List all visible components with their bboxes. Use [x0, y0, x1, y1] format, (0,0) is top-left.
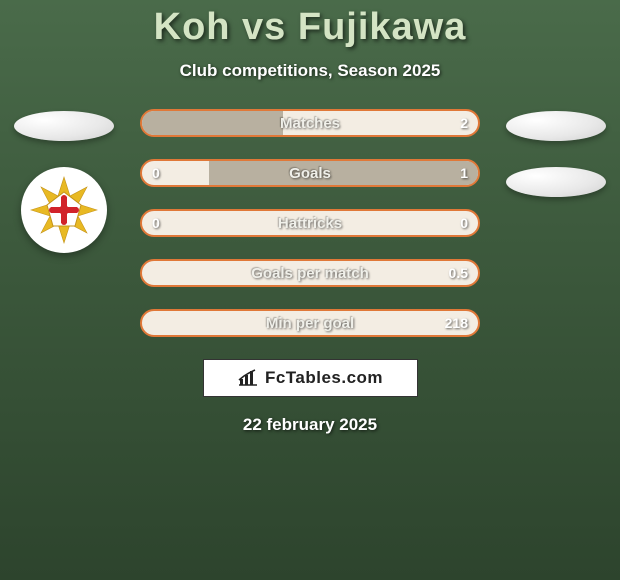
right-side-column	[500, 111, 612, 197]
snapshot-date: 22 february 2025	[0, 415, 620, 435]
bar-label: Hattricks	[142, 211, 478, 235]
stat-bar-goals-per-match: Goals per match 0.5	[140, 259, 480, 287]
stat-bar-hattricks: 0 Hattricks 0	[140, 209, 480, 237]
fctables-logo[interactable]: FcTables.com	[203, 359, 418, 397]
left-side-column	[8, 111, 120, 253]
bar-right-value: 0.5	[449, 261, 468, 285]
sun-crest-icon	[29, 175, 99, 245]
stat-bar-matches: Matches 2	[140, 109, 480, 137]
stats-bars: Matches 2 0 Goals 1 0 Hattricks 0 Goals …	[140, 109, 480, 337]
comparison-row: Matches 2 0 Goals 1 0 Hattricks 0 Goals …	[0, 111, 620, 337]
left-club-badge	[21, 167, 107, 253]
left-player-placeholder-icon	[14, 111, 114, 141]
bar-label: Goals per match	[142, 261, 478, 285]
bar-left-value: 0	[152, 211, 160, 235]
bar-right-value: 2	[460, 111, 468, 135]
stat-bar-goals: 0 Goals 1	[140, 159, 480, 187]
fctables-logo-text: FcTables.com	[265, 368, 383, 388]
bar-right-value: 218	[445, 311, 468, 335]
bar-right-value: 0	[460, 211, 468, 235]
right-club-placeholder-icon	[506, 167, 606, 197]
bar-left-value: 0	[152, 161, 160, 185]
bar-fill-left	[142, 111, 283, 135]
bar-fill-right	[209, 161, 478, 185]
bar-chart-icon	[237, 369, 259, 387]
stat-bar-min-per-goal: Min per goal 218	[140, 309, 480, 337]
bar-label: Min per goal	[142, 311, 478, 335]
right-player-placeholder-icon	[506, 111, 606, 141]
page-subtitle: Club competitions, Season 2025	[0, 61, 620, 81]
page-title: Koh vs Fujikawa	[0, 0, 620, 49]
